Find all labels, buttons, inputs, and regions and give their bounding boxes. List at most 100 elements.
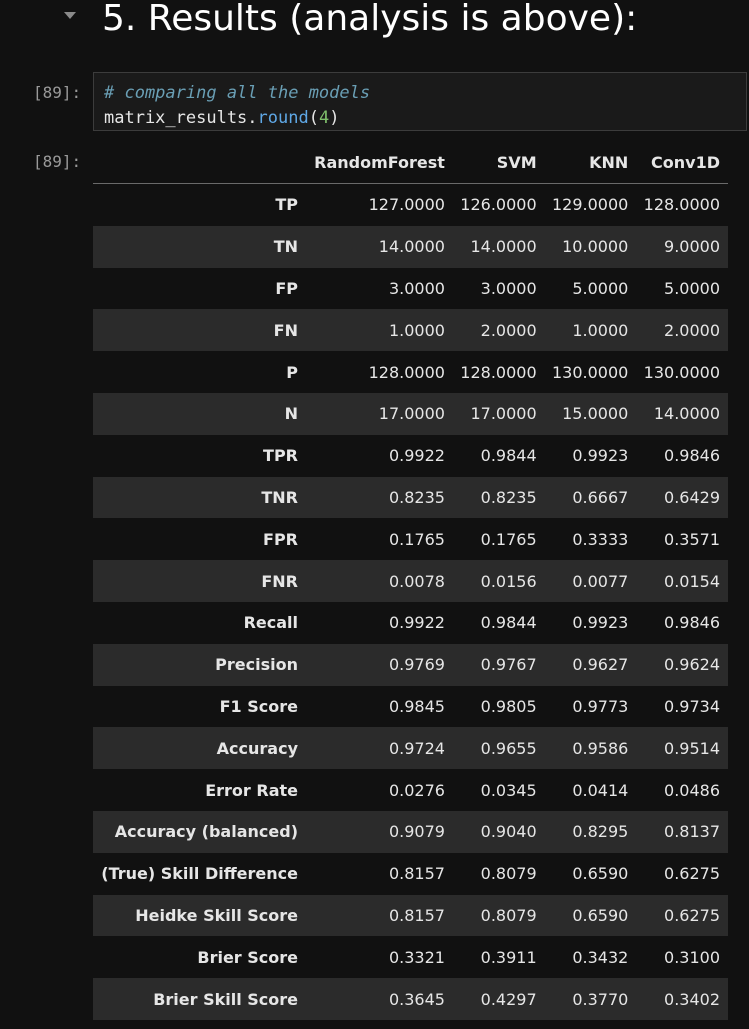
table-cell: 0.6590 bbox=[572, 864, 629, 884]
table-cell: 0.3321 bbox=[388, 947, 445, 967]
table-cell: 127.0000 bbox=[368, 195, 445, 215]
table-cell: 126.0000 bbox=[460, 195, 537, 215]
table-cell: 0.0345 bbox=[480, 780, 537, 800]
results-table-body: TP 127.0000 126.0000 129.0000 128.0000 TN 14.0… bbox=[93, 184, 728, 1020]
table-cell: 0.0486 bbox=[664, 780, 720, 800]
table-cell: 0.3645 bbox=[388, 989, 445, 1009]
table-cell: 0.6590 bbox=[572, 905, 629, 925]
table-cell: 130.0000 bbox=[643, 362, 720, 382]
table-cell: 0.3911 bbox=[480, 947, 537, 967]
table-row: P 128.0000 128.0000 130.0000 130.0000 bbox=[93, 351, 728, 393]
table-cell: 14.0000 bbox=[653, 404, 720, 424]
table-cell: 0.9846 bbox=[664, 446, 720, 466]
column-header: KNN bbox=[544, 142, 637, 184]
table-cell: 15.0000 bbox=[562, 404, 629, 424]
table-cell: 128.0000 bbox=[643, 195, 720, 215]
table-cell: 0.3100 bbox=[664, 947, 720, 967]
table-cell: 0.9624 bbox=[664, 655, 720, 675]
table-cell: 0.0276 bbox=[388, 780, 445, 800]
code-cell-editor[interactable]: # comparing all the models matrix_result… bbox=[93, 72, 747, 131]
output-prompt: [89]: bbox=[33, 152, 82, 171]
code-object: matrix_results bbox=[104, 108, 248, 128]
row-label: FNR bbox=[261, 571, 298, 591]
table-cell: 0.8157 bbox=[388, 864, 445, 884]
table-cell: 0.3402 bbox=[664, 989, 720, 1009]
table-cell: 0.9655 bbox=[480, 738, 537, 758]
table-row: Brier Skill Score 0.3645 0.4297 0.3770 0.340… bbox=[93, 978, 728, 1020]
row-label: TPR bbox=[263, 446, 298, 466]
row-label: FP bbox=[275, 278, 298, 298]
table-cell: 0.4297 bbox=[480, 989, 537, 1009]
collapse-section-icon[interactable] bbox=[64, 12, 76, 19]
row-label: F1 Score bbox=[219, 696, 298, 716]
table-cell: 128.0000 bbox=[460, 362, 537, 382]
table-cell: 0.1765 bbox=[480, 529, 537, 549]
table-cell: 128.0000 bbox=[368, 362, 445, 382]
table-row: Error Rate 0.0276 0.0345 0.0414 0.0486 bbox=[93, 769, 728, 811]
code-dot: . bbox=[247, 108, 258, 128]
table-cell: 3.0000 bbox=[480, 278, 537, 298]
table-cell: 0.9844 bbox=[480, 446, 537, 466]
table-cell: 0.9844 bbox=[480, 613, 537, 633]
table-cell: 0.9846 bbox=[664, 613, 720, 633]
row-label: Error Rate bbox=[205, 780, 298, 800]
row-label: Precision bbox=[215, 655, 298, 675]
row-label: Heidke Skill Score bbox=[135, 905, 298, 925]
table-cell: 0.3432 bbox=[572, 947, 629, 967]
table-cell: 1.0000 bbox=[388, 320, 445, 340]
table-cell: 0.9586 bbox=[572, 738, 629, 758]
table-cell: 0.6275 bbox=[664, 864, 720, 884]
row-label: N bbox=[284, 404, 298, 424]
table-row: Brier Score 0.3321 0.3911 0.3432 0.3100 bbox=[93, 936, 728, 978]
table-row: Precision 0.9769 0.9767 0.9627 0.9624 bbox=[93, 643, 728, 686]
table-cell: 0.9922 bbox=[388, 446, 445, 466]
table-row: FNR 0.0078 0.0156 0.0077 0.0154 bbox=[93, 560, 728, 602]
table-cell: 0.9734 bbox=[664, 696, 720, 716]
table-row: Heidke Skill Score 0.8157 0.8079 0.6590 0.62… bbox=[93, 894, 728, 937]
row-label: TP bbox=[275, 195, 298, 215]
table-cell: 0.8235 bbox=[480, 487, 537, 507]
table-cell: 0.6667 bbox=[572, 487, 629, 507]
table-cell: 17.0000 bbox=[378, 404, 445, 424]
table-cell: 0.9724 bbox=[388, 738, 445, 758]
input-prompt: [89]: bbox=[33, 83, 82, 102]
table-cell: 0.8079 bbox=[480, 864, 537, 884]
table-row: Accuracy (balanced) 0.9079 0.9040 0.8295 0.8… bbox=[93, 810, 728, 853]
table-cell: 0.9773 bbox=[572, 696, 629, 716]
code-method: round bbox=[257, 108, 309, 128]
table-cell: 0.9627 bbox=[572, 655, 629, 675]
table-row: TN 14.0000 14.0000 10.0000 9.0000 bbox=[93, 225, 728, 268]
table-cell: 0.0077 bbox=[572, 571, 629, 591]
table-row: TNR 0.8235 0.8235 0.6667 0.6429 bbox=[93, 476, 728, 519]
results-table: RandomForest SVM KNN Conv1D TP 127.0000 12… bbox=[93, 142, 728, 1020]
code-argument: 4 bbox=[318, 108, 330, 128]
row-label: Accuracy (balanced) bbox=[114, 822, 298, 842]
table-cell: 17.0000 bbox=[470, 404, 537, 424]
row-label: Recall bbox=[243, 613, 298, 633]
table-cell: 0.0154 bbox=[664, 571, 720, 591]
table-cell: 9.0000 bbox=[664, 237, 720, 257]
table-cell: 14.0000 bbox=[470, 237, 537, 257]
table-row: FP 3.0000 3.0000 5.0000 5.0000 bbox=[93, 268, 728, 310]
table-cell: 14.0000 bbox=[378, 237, 445, 257]
column-header: SVM bbox=[452, 142, 545, 184]
table-row: (True) Skill Difference 0.8157 0.8079 0.659… bbox=[93, 853, 728, 895]
column-header: RandomForest bbox=[306, 142, 453, 184]
row-label: (True) Skill Difference bbox=[101, 864, 298, 884]
code-comment: # comparing all the models bbox=[104, 83, 371, 103]
table-cell: 5.0000 bbox=[572, 278, 629, 298]
table-row: TPR 0.9922 0.9844 0.9923 0.9846 bbox=[93, 435, 728, 477]
table-cell: 129.0000 bbox=[551, 195, 629, 215]
table-row: F1 Score 0.9845 0.9805 0.9773 0.9734 bbox=[93, 686, 728, 728]
table-cell: 1.0000 bbox=[572, 320, 629, 340]
table-cell: 0.0414 bbox=[572, 780, 629, 800]
table-cell: 5.0000 bbox=[664, 278, 720, 298]
table-cell: 0.6429 bbox=[664, 487, 720, 507]
code-line-2: matrix_results.round(4) bbox=[104, 106, 736, 131]
table-cell: 2.0000 bbox=[664, 320, 720, 340]
code-close-paren: ) bbox=[329, 108, 340, 128]
table-cell: 0.3770 bbox=[572, 989, 629, 1009]
table-row: FPR 0.1765 0.1765 0.3333 0.3571 bbox=[93, 518, 728, 560]
row-label: Accuracy bbox=[216, 738, 298, 758]
code-line-1: # comparing all the models bbox=[104, 81, 736, 106]
